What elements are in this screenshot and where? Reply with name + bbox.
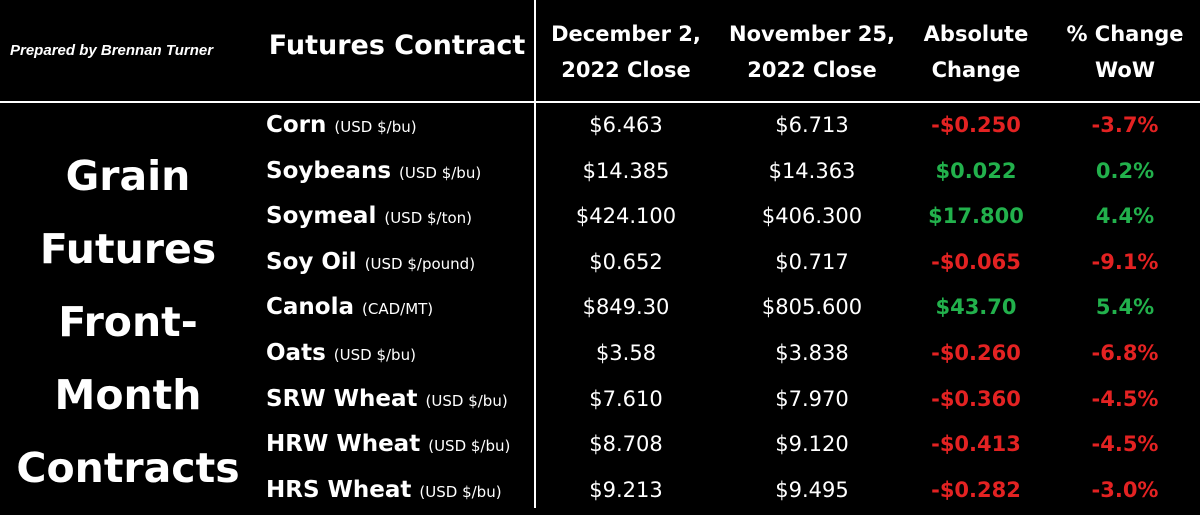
- header-november-close-line2: 2022 Close: [747, 58, 877, 82]
- header-december-close: December 2, 2022 Close: [540, 16, 712, 88]
- table-row: Soybeans (USD $/bu) $14.385 $14.363 $0.022 0…: [0, 148, 1200, 194]
- contract-label: Oats: [266, 340, 326, 366]
- contract-unit: (USD $/bu): [428, 437, 511, 456]
- contract-unit: (USD $/pound): [364, 254, 476, 273]
- contract-name: Soybeans (USD $/bu): [266, 148, 481, 194]
- header-percent-change-line2: WoW: [1094, 58, 1155, 82]
- header-percent-change: % Change WoW: [1050, 16, 1200, 88]
- header-december-close-line1: December 2,: [551, 22, 701, 46]
- november-close-value: $406.300: [761, 204, 863, 229]
- header-december-close-line2: 2022 Close: [561, 58, 691, 82]
- table-row: Canola (CAD/MT) $849.30 $805.600 $43.70 5.4%: [0, 284, 1200, 330]
- table-row: HRS Wheat (USD $/bu) $9.213 $9.495 -$0.282 -…: [0, 467, 1200, 513]
- contract-label: Soybeans: [266, 157, 392, 184]
- absolute-change-value: $17.800: [928, 204, 1024, 229]
- contract-name: Oats (USD $/bu): [266, 330, 416, 376]
- contract-label: SRW Wheat: [266, 385, 418, 412]
- contract-unit: (USD $/bu): [334, 118, 417, 136]
- november-close-value: $9.120: [775, 432, 849, 457]
- absolute-change-value: $43.70: [935, 295, 1017, 320]
- side-title-line: Front-: [58, 298, 198, 346]
- december-close-value: $9.213: [589, 477, 663, 502]
- side-title-line: Month: [54, 371, 202, 419]
- december-close-value: $14.385: [582, 158, 670, 183]
- header-november-close: November 25, 2022 Close: [722, 16, 902, 88]
- absolute-change-value: -$0.413: [931, 432, 1021, 457]
- percent-change-value: -4.5%: [1091, 432, 1159, 457]
- table-row: Corn (USD $/bu) $6.463 $6.713 -$0.250 -3.7%: [0, 102, 1200, 148]
- percent-change-value: 0.2%: [1095, 158, 1155, 183]
- contract-label: Corn: [266, 112, 327, 138]
- contract-label: Canola: [266, 294, 354, 321]
- header-absolute-change: Absolute Change: [902, 16, 1050, 88]
- december-close-value: $0.652: [589, 249, 663, 274]
- percent-change-value: -3.0%: [1091, 477, 1159, 502]
- november-close-value: $7.970: [775, 386, 849, 411]
- november-close-value: $9.495: [775, 477, 849, 502]
- contract-label: Soy Oil: [266, 248, 357, 275]
- header-absolute-change-line2: Change: [931, 58, 1021, 82]
- absolute-change-value: $0.022: [935, 158, 1017, 183]
- column-divider: [534, 0, 536, 508]
- absolute-change-value: -$0.360: [931, 386, 1021, 411]
- absolute-change-value: -$0.250: [931, 113, 1021, 137]
- contract-unit: (USD $/ton): [384, 209, 473, 228]
- header-divider: [0, 101, 1200, 103]
- contract-name: Soy Oil (USD $/pound): [266, 239, 475, 285]
- december-close-value: $6.463: [589, 113, 663, 137]
- side-title: Grain Futures Front- Month Contracts: [10, 140, 246, 505]
- credit-text: Prepared by Brennan Turner: [10, 42, 214, 59]
- percent-change-value: 5.4%: [1095, 295, 1155, 320]
- contract-name: Soymeal (USD $/ton): [266, 193, 472, 239]
- header-absolute-change-line1: Absolute: [923, 22, 1029, 46]
- percent-change-value: -9.1%: [1091, 249, 1159, 274]
- contract-unit: (USD $/bu): [333, 346, 416, 364]
- absolute-change-value: -$0.282: [931, 477, 1021, 502]
- december-close-value: $3.58: [595, 341, 657, 365]
- contract-name: HRW Wheat (USD $/bu): [266, 421, 510, 467]
- contract-label: Soymeal: [266, 203, 377, 230]
- side-title-line: Contracts: [16, 444, 240, 492]
- contract-name: Corn (USD $/bu): [266, 102, 417, 148]
- absolute-change-value: -$0.260: [931, 341, 1021, 365]
- percent-change-value: -3.7%: [1091, 113, 1159, 137]
- november-close-value: $3.838: [775, 341, 849, 365]
- november-close-value: $14.363: [768, 158, 856, 183]
- side-title-line: Grain: [65, 152, 191, 200]
- contract-unit: (CAD/MT): [362, 300, 434, 319]
- table-row: Oats (USD $/bu) $3.58 $3.838 -$0.260 -6.8%: [0, 330, 1200, 376]
- header-futures-contract: Futures Contract: [268, 30, 526, 61]
- contract-unit: (USD $/bu): [399, 163, 482, 182]
- side-title-line: Futures: [39, 225, 217, 273]
- contract-name: HRS Wheat (USD $/bu): [266, 467, 502, 513]
- table-row: Soymeal (USD $/ton) $424.100 $406.300 $17.8…: [0, 193, 1200, 239]
- december-close-value: $424.100: [575, 204, 677, 229]
- table-row: Soy Oil (USD $/pound) $0.652 $0.717 -$0.065…: [0, 239, 1200, 285]
- contract-label: HRS Wheat: [266, 476, 412, 503]
- percent-change-value: -6.8%: [1091, 341, 1159, 365]
- contract-name: SRW Wheat (USD $/bu): [266, 376, 508, 422]
- contract-name: Canola (CAD/MT): [266, 284, 433, 330]
- contract-unit: (USD $/bu): [419, 482, 502, 501]
- table-row: SRW Wheat (USD $/bu) $7.610 $7.970 -$0.360 -…: [0, 376, 1200, 422]
- december-close-value: $8.708: [589, 432, 663, 457]
- header-percent-change-line1: % Change: [1066, 22, 1184, 46]
- december-close-value: $849.30: [582, 295, 670, 320]
- november-close-value: $6.713: [775, 113, 849, 137]
- december-close-value: $7.610: [589, 386, 663, 411]
- absolute-change-value: -$0.065: [931, 249, 1021, 274]
- contract-label: HRW Wheat: [266, 431, 421, 458]
- november-close-value: $0.717: [775, 249, 849, 274]
- contract-unit: (USD $/bu): [425, 391, 508, 410]
- table-row: HRW Wheat (USD $/bu) $8.708 $9.120 -$0.413 -…: [0, 421, 1200, 467]
- percent-change-value: -4.5%: [1091, 386, 1159, 411]
- november-close-value: $805.600: [761, 295, 863, 320]
- percent-change-value: 4.4%: [1095, 204, 1155, 229]
- header-november-close-line1: November 25,: [729, 22, 895, 46]
